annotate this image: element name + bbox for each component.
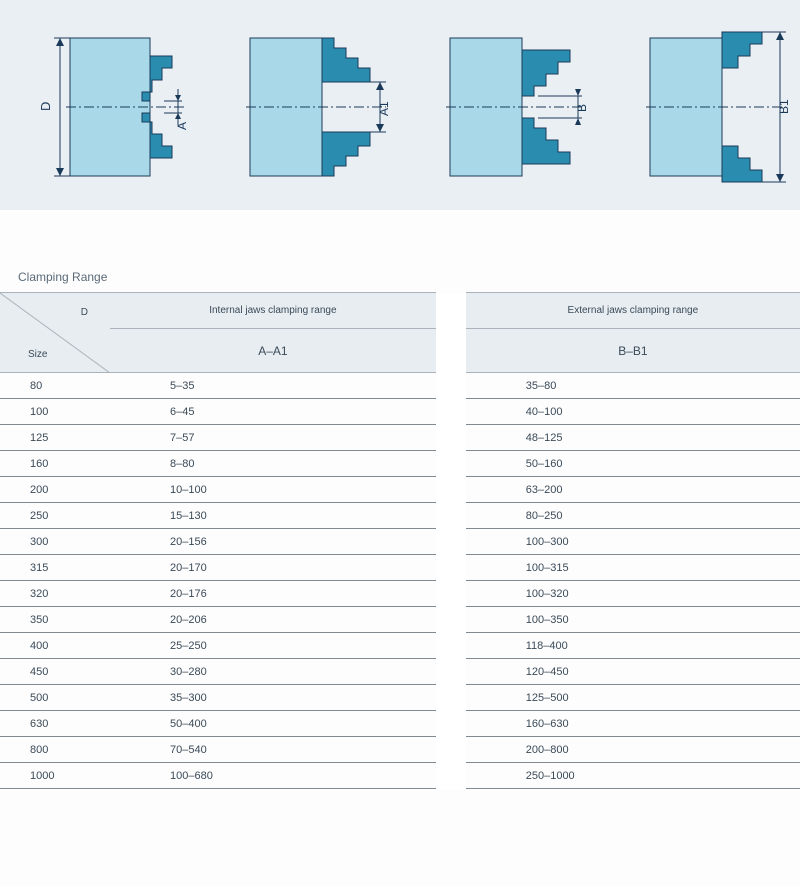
cell-a: 35–300 [110, 685, 436, 711]
diagram-a1: A1 [210, 26, 390, 196]
clamping-range-table: D Size Internal jaws clamping range Exte… [0, 292, 800, 789]
cell-a: 8–80 [110, 451, 436, 477]
cell-b: 35–80 [466, 373, 800, 399]
dim-a-label: A [175, 122, 189, 130]
cell-b: 40–100 [466, 399, 800, 425]
cell-size: 80 [0, 373, 110, 399]
cell-size: 100 [0, 399, 110, 425]
cell-b: 50–160 [466, 451, 800, 477]
table-row: 45030–280 120–450 [0, 659, 800, 685]
cell-size: 800 [0, 737, 110, 763]
table-row: 32020–176 100–320 [0, 581, 800, 607]
table-row: 805–35 35–80 [0, 373, 800, 399]
table-row: 1006–45 40–100 [0, 399, 800, 425]
section-title: Clamping Range [18, 270, 800, 284]
cell-b: 100–320 [466, 581, 800, 607]
cell-size: 200 [0, 477, 110, 503]
cell-b: 118–400 [466, 633, 800, 659]
internal-sub: A–A1 [110, 329, 436, 373]
cell-size: 125 [0, 425, 110, 451]
diagram-a: D A [10, 26, 190, 196]
size-header-d: D [81, 307, 88, 318]
diagram-b: B [410, 26, 590, 196]
cell-b: 100–315 [466, 555, 800, 581]
dim-d-label: D [38, 102, 53, 111]
cell-a: 30–280 [110, 659, 436, 685]
cell-a: 50–400 [110, 711, 436, 737]
cell-size: 630 [0, 711, 110, 737]
cell-b: 63–200 [466, 477, 800, 503]
cell-size: 300 [0, 529, 110, 555]
cell-a: 7–57 [110, 425, 436, 451]
table-row: 40025–250 118–400 [0, 633, 800, 659]
diagram-strip: D A A1 B [0, 0, 800, 210]
cell-a: 6–45 [110, 399, 436, 425]
cell-b: 200–800 [466, 737, 800, 763]
cell-b: 80–250 [466, 503, 800, 529]
table-row: 63050–400 160–630 [0, 711, 800, 737]
table-row: 1257–57 48–125 [0, 425, 800, 451]
cell-a: 20–156 [110, 529, 436, 555]
cell-size: 1000 [0, 763, 110, 789]
external-sub: B–B1 [466, 329, 800, 373]
cell-a: 20–206 [110, 607, 436, 633]
cell-size: 350 [0, 607, 110, 633]
cell-size: 320 [0, 581, 110, 607]
cell-a: 100–680 [110, 763, 436, 789]
dim-a1-label: A1 [377, 101, 390, 116]
cell-b: 100–350 [466, 607, 800, 633]
table-row: 25015–130 80–250 [0, 503, 800, 529]
cell-size: 500 [0, 685, 110, 711]
table-row: 1608–80 50–160 [0, 451, 800, 477]
cell-size: 400 [0, 633, 110, 659]
cell-a: 10–100 [110, 477, 436, 503]
cell-size: 250 [0, 503, 110, 529]
cell-b: 125–500 [466, 685, 800, 711]
cell-a: 5–35 [110, 373, 436, 399]
cell-b: 160–630 [466, 711, 800, 737]
internal-header: Internal jaws clamping range [110, 293, 436, 329]
cell-a: 20–176 [110, 581, 436, 607]
cell-a: 25–250 [110, 633, 436, 659]
table-row: 20010–100 63–200 [0, 477, 800, 503]
table-row: 50035–300 125–500 [0, 685, 800, 711]
cell-b: 100–300 [466, 529, 800, 555]
table-row: 31520–170 100–315 [0, 555, 800, 581]
table-row: 1000100–680 250–1000 [0, 763, 800, 789]
cell-b: 120–450 [466, 659, 800, 685]
table-row: 35020–206 100–350 [0, 607, 800, 633]
cell-a: 20–170 [110, 555, 436, 581]
cell-b: 48–125 [466, 425, 800, 451]
table-row: 80070–540 200–800 [0, 737, 800, 763]
cell-size: 450 [0, 659, 110, 685]
cell-a: 70–540 [110, 737, 436, 763]
dim-b1-label: B1 [777, 99, 790, 114]
cell-b: 250–1000 [466, 763, 800, 789]
diagram-b1: B1 [610, 26, 790, 196]
cell-a: 15–130 [110, 503, 436, 529]
size-header: D Size [0, 293, 110, 373]
cell-size: 315 [0, 555, 110, 581]
table-row: 30020–156 100–300 [0, 529, 800, 555]
dim-b-label: B [575, 104, 589, 112]
size-header-size: Size [28, 349, 47, 360]
cell-size: 160 [0, 451, 110, 477]
external-header: External jaws clamping range [466, 293, 800, 329]
table-body: 805–3535–801006–4540–1001257–5748–125160… [0, 373, 800, 789]
